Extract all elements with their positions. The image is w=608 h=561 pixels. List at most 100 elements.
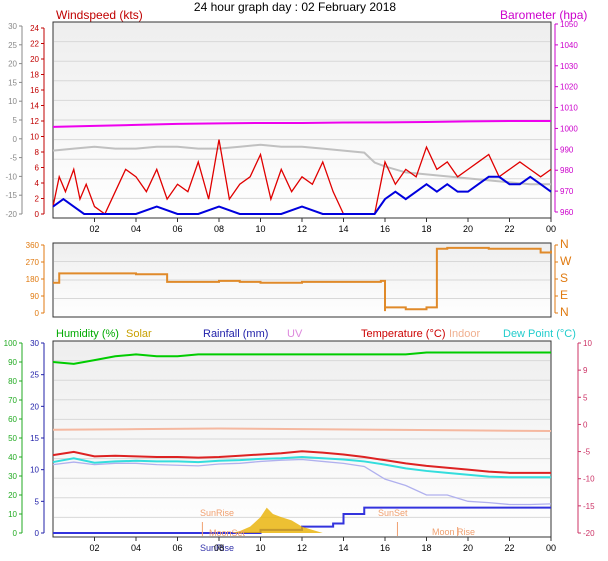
temperature-axis: 10 9 5 0 -5 -10 -15 -20 [577, 339, 595, 538]
tick-label: 70 [8, 396, 17, 405]
humidity-line [52, 351, 551, 365]
wind-direction-series [53, 246, 552, 312]
tick-label: 16 [30, 86, 39, 95]
tick-label: 15 [30, 434, 39, 443]
tick-label: 990 [560, 145, 574, 154]
x-tick-label: 22 [504, 224, 514, 234]
annotation-label: SunRise [200, 508, 234, 518]
tick-label: 12 [30, 117, 39, 126]
tick-label: 10 [8, 97, 17, 106]
tick-label: 1000 [560, 124, 578, 133]
chart-title: 24 hour graph day : 02 February 2018 [194, 0, 396, 14]
tick-label: 100 [4, 339, 18, 348]
tick-label: 30 [30, 339, 39, 348]
tick-label: 22 [30, 40, 39, 49]
barometer-line [52, 119, 551, 128]
solar-area [231, 507, 323, 533]
temp-humidity-legend: Humidity (%) Solar Rainfall (mm) UV Temperat… [56, 328, 576, 340]
x-tick-label: 16 [380, 224, 390, 234]
x-tick-label: 00 [546, 543, 556, 553]
tick-label: 14 [30, 102, 39, 111]
tick-label: -15 [5, 191, 17, 200]
tick-label: S [560, 271, 568, 285]
barometer-axis: 1050 1040 1030 1020 1010 1000 990 980 970 960 [554, 20, 578, 217]
legend-item: UV [287, 328, 303, 340]
wind-direction-line [53, 246, 552, 312]
x-tick-label: 14 [338, 224, 348, 234]
wind-baro-series [52, 119, 552, 215]
tick-label: -10 [5, 172, 17, 181]
wind-outer-axis: 30 25 20 15 10 5 0 -5 -10 -15 -20 [5, 22, 23, 219]
x-tick-label: 16 [380, 543, 390, 553]
tick-label: -10 [583, 475, 595, 484]
tick-label: E [560, 288, 568, 302]
tick-label: N [560, 305, 569, 319]
direction-degrees-axis: 360 270 180 90 0 [26, 241, 45, 318]
legend-item: Temperature (°C) [361, 328, 445, 340]
wind-baro-x-axis: 02 04 06 08 10 12 14 16 18 20 22 00 [89, 218, 556, 234]
x-tick-label: 04 [131, 543, 141, 553]
tick-label: 10 [8, 510, 17, 519]
tick-label: 5 [583, 393, 588, 402]
wind-average-line [52, 175, 552, 215]
tick-label: 40 [8, 453, 17, 462]
x-tick-label: 20 [463, 543, 473, 553]
tick-label: 10 [30, 466, 39, 475]
x-tick-label: 20 [463, 224, 473, 234]
tick-label: 1050 [560, 20, 578, 29]
annotation-label: SunRise [200, 543, 234, 553]
tick-label: 980 [560, 166, 574, 175]
wind-gust-line [52, 139, 552, 215]
x-tick-label: 06 [172, 224, 182, 234]
tick-label: 24 [30, 24, 39, 33]
tick-label: 1030 [560, 62, 578, 71]
wind-direction-grid [54, 261, 550, 299]
x-tick-label: 02 [89, 224, 99, 234]
temp-humidity-series [52, 351, 552, 534]
tick-label: 5 [35, 497, 40, 506]
tick-label: 270 [26, 258, 40, 267]
tick-label: 0 [35, 529, 40, 538]
annotation-label: Moon Rise [432, 527, 475, 537]
indoor-line [52, 427, 552, 433]
x-tick-label: 12 [297, 543, 307, 553]
tick-label: 25 [30, 371, 39, 380]
x-tick-label: 04 [131, 224, 141, 234]
tick-label: 50 [8, 434, 17, 443]
tick-label: 20 [8, 60, 17, 69]
barometer-label: Barometer (hpa) [500, 8, 587, 22]
tick-label: 18 [30, 71, 39, 80]
dew-point-line [52, 455, 551, 479]
tick-label: 80 [8, 377, 17, 386]
tick-label: 90 [30, 292, 39, 301]
legend-item: Rainfall (mm) [203, 328, 268, 340]
temp-humidity-panel: Humidity (%) Solar Rainfall (mm) UV Temperat… [4, 328, 595, 553]
x-tick-label: 10 [255, 224, 265, 234]
x-tick-label: 02 [89, 543, 99, 553]
tick-label: 6 [35, 164, 40, 173]
tick-label: 0 [583, 420, 588, 429]
tick-label: 15 [8, 78, 17, 87]
tick-label: W [560, 254, 572, 268]
tick-label: 20 [8, 491, 17, 500]
tick-label: 1010 [560, 104, 578, 113]
annotation-label: SunSet [378, 508, 408, 518]
tick-label: 0 [13, 529, 18, 538]
legend-item: Indoor [449, 328, 481, 340]
tick-label: 30 [8, 472, 17, 481]
apparent-temp-line [52, 458, 552, 506]
legend-item: Solar [126, 328, 152, 340]
tick-label: -15 [583, 502, 595, 511]
legend-item: Humidity (%) [56, 328, 119, 340]
tick-label: -5 [583, 448, 591, 457]
tick-label: 8 [35, 148, 40, 157]
tick-label: 60 [8, 415, 17, 424]
temp-humidity-x-axis: 02 04 06 08 10 12 14 16 18 20 22 00 [89, 537, 556, 553]
x-tick-label: 14 [338, 543, 348, 553]
tick-label: 180 [26, 275, 40, 284]
tick-label: 0 [35, 210, 40, 219]
tick-label: 30 [8, 22, 17, 31]
